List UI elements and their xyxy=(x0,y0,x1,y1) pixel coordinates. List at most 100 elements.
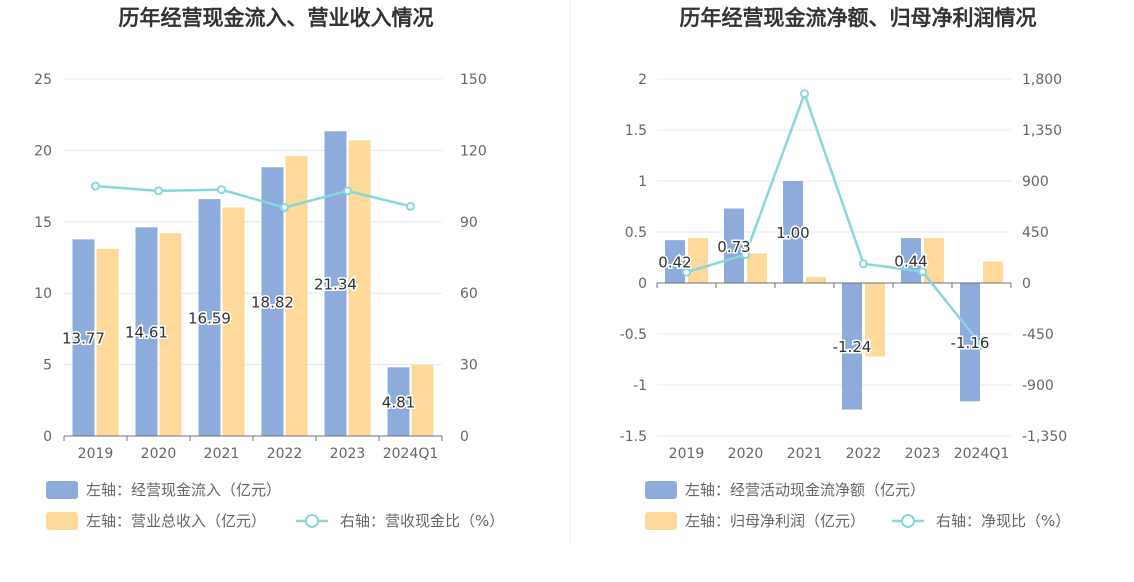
chart-right-category-label: 2024Q1 xyxy=(954,446,1010,462)
chart-left-bar-secondary xyxy=(96,248,119,436)
chart-left-data-label: 13.77 xyxy=(62,330,105,348)
chart-right-ratio-line xyxy=(686,90,983,347)
chart-right-left-tick: 2 xyxy=(638,72,647,88)
chart-right-ratio-point xyxy=(977,340,986,350)
chart-left-data-label: 14.61 xyxy=(125,324,168,342)
chart-right-bar-primary xyxy=(842,283,862,410)
chart-left-ratio-line xyxy=(95,184,411,209)
chart-right-bar-primary xyxy=(960,283,980,402)
chart-right-category-label: 2019 xyxy=(669,446,705,462)
chart-right-data-label: -1.16 xyxy=(951,334,990,352)
chart-left-left-tick: 10 xyxy=(34,286,52,302)
chart-right-ratio-point xyxy=(859,259,868,269)
chart-left-bar-secondary xyxy=(222,207,245,436)
chart-left-ratio-point xyxy=(343,186,352,196)
chart-right-legend-swatch xyxy=(645,512,677,530)
chart-right-bar-primary xyxy=(724,208,744,283)
chart-right-right-tick: 1,350 xyxy=(1022,123,1062,139)
chart-right-bar-secondary xyxy=(983,261,1003,283)
chart-right-bar-primary xyxy=(783,181,803,283)
chart-left-title: 历年经营现金流入、营业收入情况 xyxy=(119,6,434,30)
chart-left-left-tick: 5 xyxy=(43,358,52,374)
chart-right-right-tick: -450 xyxy=(1022,327,1054,343)
chart-right-category-label: 2022 xyxy=(846,446,882,462)
chart-right-left-tick: 1.5 xyxy=(625,123,647,139)
chart-left-right-tick: 90 xyxy=(460,215,478,231)
chart-left-bar-secondary xyxy=(348,140,371,437)
chart-left-bar-primary xyxy=(72,239,95,436)
chart-right-bar-secondary xyxy=(747,253,767,283)
chart-left-ratio-point xyxy=(217,185,226,195)
chart-left-left-tick: 15 xyxy=(34,215,52,231)
chart-right-bar-secondary xyxy=(865,283,885,357)
chart-left-right-tick: 120 xyxy=(460,143,487,159)
chart-left-data-label: 18.82 xyxy=(251,294,294,312)
chart-left-bar-primary xyxy=(135,227,158,436)
chart-left-legend-label: 右轴：营收现金比（%） xyxy=(340,512,504,530)
chart-right-right-tick: -1,350 xyxy=(1022,429,1067,445)
chart-right-right-tick: 450 xyxy=(1022,225,1049,241)
chart-left-left-tick: 20 xyxy=(34,143,52,159)
chart-left-right-tick: 60 xyxy=(460,286,478,302)
chart-right-right-tick: 1,800 xyxy=(1022,72,1062,88)
chart-left-ratio-point xyxy=(91,181,100,191)
chart-right-ratio-point xyxy=(741,250,750,260)
chart-right-bar-secondary xyxy=(688,238,708,283)
chart-right-data-label: -1.24 xyxy=(833,338,872,356)
chart-left-legend-swatch xyxy=(46,481,78,499)
chart-right-left-tick: 0 xyxy=(638,276,647,292)
chart-right-ratio-point xyxy=(682,267,691,277)
chart-right-left-tick: -1.5 xyxy=(620,429,647,445)
chart-left-ratio-point xyxy=(154,186,163,196)
chart-left-right-tick: 150 xyxy=(460,72,487,88)
chart-left-bar-secondary xyxy=(285,156,308,436)
chart-left-legend-label: 左轴：营业总收入（亿元） xyxy=(86,512,266,530)
chart-left-category-label: 2020 xyxy=(141,446,177,462)
chart-left-right-tick: 30 xyxy=(460,358,478,374)
chart-left-category-label: 2019 xyxy=(78,446,114,462)
chart-left-bar-primary xyxy=(324,131,347,436)
chart-left-bar-secondary xyxy=(159,233,182,436)
chart-left-legend-swatch-marker xyxy=(305,514,319,528)
chart-left-bar-primary xyxy=(198,199,221,436)
chart-right-left-tick: -1 xyxy=(633,378,647,394)
chart-left: 历年经营现金流入、营业收入情况 0 0 5 30 10 60 15 90 20 120 25 150 2… xyxy=(34,6,504,530)
chart-right-right-tick: 900 xyxy=(1022,174,1049,190)
chart-right-right-tick: 0 xyxy=(1022,276,1031,292)
chart-left-left-tick: 25 xyxy=(34,72,52,88)
chart-right-category-label: 2023 xyxy=(905,446,941,462)
chart-right-title: 历年经营现金流净额、归母净利润情况 xyxy=(680,6,1037,30)
chart-right-bar-primary xyxy=(665,240,685,283)
chart-left-data-label: 16.59 xyxy=(188,310,231,328)
chart-left-data-label: 21.34 xyxy=(314,276,357,294)
chart-right-data-label: 1.00 xyxy=(776,224,809,242)
chart-right-legend-label: 左轴：归母净利润（亿元） xyxy=(685,512,865,530)
chart-left-right-tick: 0 xyxy=(460,429,469,445)
chart-left-bar-primary xyxy=(387,367,410,436)
chart-left-legend-label: 左轴：经营现金流入（亿元） xyxy=(86,481,281,499)
chart-right-ratio-point xyxy=(800,89,809,99)
chart-right-ratio-point xyxy=(918,267,927,277)
chart-left-category-label: 2024Q1 xyxy=(383,446,439,462)
chart-left-bar-primary xyxy=(261,167,284,436)
chart-left-ratio-point xyxy=(406,201,415,211)
chart-right-bar-secondary xyxy=(806,276,826,283)
chart-right-right-tick: -900 xyxy=(1022,378,1054,394)
chart-right-legend-swatch-marker xyxy=(901,514,915,528)
chart-left-ratio-point xyxy=(280,203,289,213)
chart-left-category-label: 2023 xyxy=(330,446,366,462)
chart-left-left-tick: 0 xyxy=(43,429,52,445)
chart-right-left-tick: 1 xyxy=(638,174,647,190)
chart-right-left-tick: 0.5 xyxy=(625,225,647,241)
chart-right-category-label: 2021 xyxy=(787,446,823,462)
chart-right-legend-label: 左轴：经营活动现金流净额（亿元） xyxy=(685,481,925,499)
chart-left-bar-secondary xyxy=(411,364,434,436)
chart-left-data-label: 4.81 xyxy=(382,394,415,412)
chart-left-category-label: 2021 xyxy=(204,446,240,462)
chart-right-data-label: 0.73 xyxy=(717,238,750,256)
chart-right-bar-secondary xyxy=(924,238,944,283)
chart-right-legend-swatch xyxy=(645,481,677,499)
chart-left-legend-swatch xyxy=(46,512,78,530)
chart-right-data-label: 0.44 xyxy=(894,253,927,271)
